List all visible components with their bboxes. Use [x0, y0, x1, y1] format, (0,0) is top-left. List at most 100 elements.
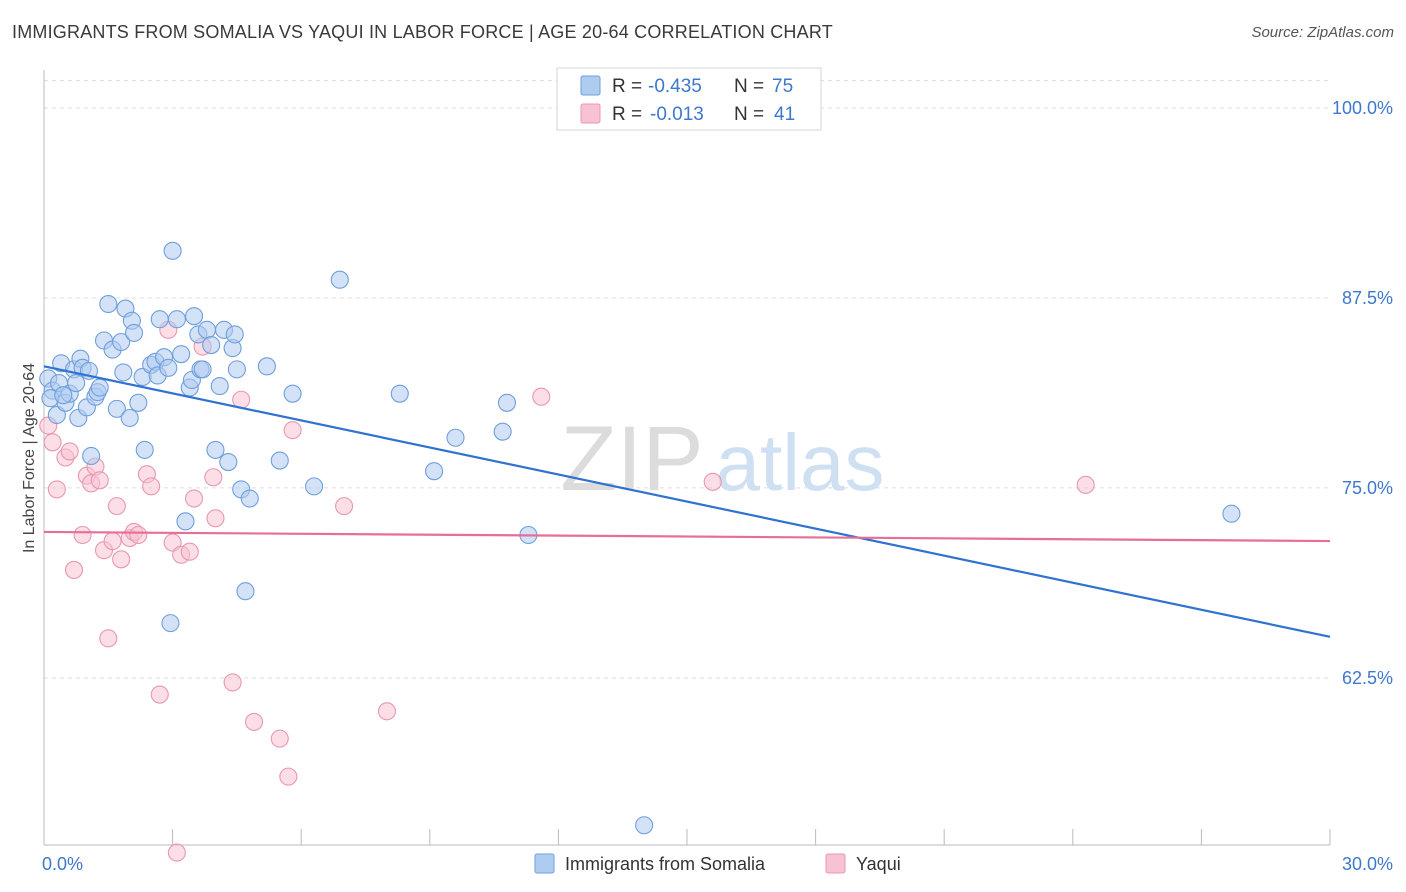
somalia-point-39 [167, 310, 186, 329]
somalia-points [39, 241, 1241, 835]
yaqui-point-2 [47, 480, 66, 499]
somalia-point-61 [270, 451, 289, 470]
yaqui-point-34 [270, 729, 289, 748]
somalia-point-49 [202, 335, 221, 355]
somalia-point-22 [112, 332, 131, 352]
somalia-point-67 [446, 428, 465, 447]
somalia-point-41 [176, 512, 195, 531]
somalia-point-58 [236, 582, 255, 601]
y-tick-labels: 100.0% 87.5% 75.0% 62.5% [1332, 98, 1393, 688]
yaqui-point-30 [206, 509, 225, 528]
somalia-point-37 [161, 614, 180, 633]
somalia-point-34 [150, 310, 169, 329]
yaqui-point-33 [244, 712, 264, 731]
yaqui-point-4 [60, 442, 79, 461]
somalia-point-25 [120, 408, 139, 428]
somalia-point-64 [330, 270, 349, 289]
somalia-point-8 [67, 373, 86, 393]
somalia-point-38 [163, 241, 182, 260]
somalia-point-59 [240, 489, 259, 508]
somalia-point-65 [390, 384, 409, 403]
somalia-point-51 [210, 377, 229, 396]
legend-swatch-yaqui [580, 103, 601, 124]
yaqui-point-35 [279, 767, 298, 786]
somalia-point-27 [124, 323, 144, 342]
watermark-atlas: atlas [716, 418, 885, 507]
yaqui-point-40 [703, 472, 722, 491]
source-label: Source: ZipAtlas.com [1251, 24, 1394, 41]
legend-r-value-somalia: -0.435 [648, 76, 702, 97]
somalia-point-69 [497, 393, 517, 412]
x-axis-ticks [172, 829, 1331, 845]
yaqui-point-14 [107, 497, 126, 516]
somalia-point-48 [197, 320, 216, 339]
legend-r-label-somalia: R = [612, 76, 647, 97]
somalia-point-14 [82, 446, 101, 466]
legend-n-value-somalia: 75 [772, 76, 793, 97]
watermark: ZIP atlas [560, 408, 884, 510]
somalia-point-60 [257, 357, 276, 376]
yaqui-point-41 [1076, 475, 1095, 494]
yaqui-trend-line [43, 530, 1331, 543]
somalia-point-47 [193, 360, 212, 379]
yaqui-point-37 [335, 497, 354, 516]
somalia-point-56 [227, 360, 246, 379]
bottom-legend-label-yaqui: Yaqui [856, 854, 901, 874]
x-tick-label-1: 30.0% [1342, 854, 1393, 874]
somalia-point-40 [172, 345, 191, 364]
somalia-point-74 [54, 386, 73, 405]
legend-n-label-yaqui: N = [734, 104, 769, 125]
grid-lines [44, 80, 1330, 679]
somalia-point-50 [206, 440, 225, 459]
somalia-point-71 [635, 816, 654, 835]
y-tick-label-3: 62.5% [1342, 668, 1393, 688]
somalia-point-68 [493, 422, 512, 441]
yaqui-point-24 [167, 843, 186, 862]
yaqui-point-12 [99, 629, 118, 648]
legend-box [556, 67, 822, 131]
somalia-point-62 [283, 384, 302, 403]
somalia-point-66 [425, 462, 444, 481]
legend-n-label-somalia: N = [734, 76, 769, 97]
yaqui-point-31 [223, 673, 242, 692]
yaqui-point-27 [184, 489, 204, 508]
somalia-point-30 [135, 440, 154, 459]
somalia-point-55 [225, 325, 244, 344]
yaqui-point-6 [73, 525, 92, 545]
somalia-point-53 [219, 453, 238, 472]
somalia-point-21 [107, 399, 126, 418]
y-tick-label-0: 100.0% [1332, 98, 1393, 118]
y-axis-label: In Labor Force | Age 20-64 [21, 363, 38, 553]
somalia-trend-line [43, 365, 1331, 638]
trend-lines [43, 365, 1331, 638]
yaqui-point-36 [283, 421, 302, 440]
somalia-point-72 [1222, 504, 1241, 523]
yaqui-point-38 [377, 702, 396, 721]
somalia-point-44 [184, 307, 204, 326]
yaqui-point-5 [64, 560, 84, 580]
bottom-legend-label-somalia: Immigrants from Somalia [565, 854, 766, 874]
somalia-point-63 [305, 477, 324, 496]
somalia-point-36 [159, 358, 178, 377]
yaqui-point-39 [532, 387, 551, 406]
somalia-point-28 [129, 393, 148, 412]
legend-n-value-yaqui: 41 [774, 104, 795, 125]
legend-swatch-somalia [580, 75, 601, 96]
bottom-legend-swatch-somalia [534, 853, 555, 874]
legend-r-value-yaqui: -0.013 [650, 104, 704, 125]
yaqui-point-1 [43, 433, 62, 452]
yaqui-point-26 [180, 542, 199, 561]
somalia-point-19 [99, 294, 118, 314]
legend-r-label-yaqui: R = [612, 104, 647, 125]
yaqui-point-13 [103, 532, 122, 551]
yaqui-point-20 [142, 477, 161, 496]
watermark-zip: ZIP [560, 408, 703, 510]
y-tick-label-2: 75.0% [1342, 478, 1393, 498]
somalia-point-17 [90, 378, 109, 397]
bottom-legend: Immigrants from Somalia Yaqui [534, 853, 901, 874]
y-tick-label-1: 87.5% [1342, 288, 1393, 308]
yaqui-point-29 [204, 468, 223, 487]
chart-title: IMMIGRANTS FROM SOMALIA VS YAQUI IN LABO… [12, 22, 833, 42]
